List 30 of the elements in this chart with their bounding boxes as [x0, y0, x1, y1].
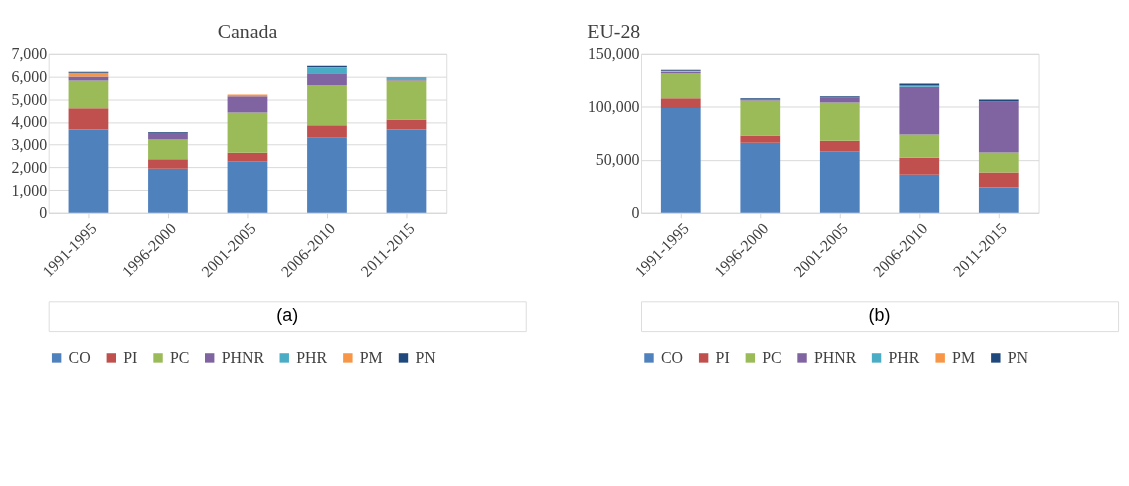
legend-label: PN [1007, 348, 1029, 366]
text: (a) [276, 305, 299, 326]
y-tick-label: 0 [631, 204, 640, 222]
chart-title: EU-28 [587, 19, 641, 42]
y-tick-label: 0 [39, 204, 48, 222]
y-tick-label: 100,000 [587, 98, 640, 116]
y-tick-label: 150,000 [587, 45, 640, 63]
legend-label: PI [123, 348, 138, 366]
y-tick-label: 5,000 [11, 90, 48, 108]
legend-label: PC [762, 348, 782, 366]
y-tick-label: 50,000 [595, 151, 640, 169]
y-tick-label: 6,000 [11, 68, 48, 85]
text: (b) [868, 305, 891, 326]
legend-label: PHNR [221, 348, 265, 366]
legend-label: PHR [296, 348, 328, 366]
legend-label: CO [68, 348, 91, 366]
y-tick-label: 1,000 [11, 181, 48, 199]
y-tick-label: 7,000 [11, 45, 48, 63]
legend-label: PHR [888, 348, 920, 366]
legend-label: CO [660, 348, 683, 366]
legend-label: PM [359, 348, 383, 366]
legend-label: PHNR [813, 348, 857, 366]
legend-label: PM [952, 348, 976, 366]
y-tick-label: 2,000 [11, 158, 48, 176]
y-tick-label: 3,000 [11, 136, 48, 154]
legend-label: PC [169, 348, 190, 366]
y-tick-label: 4,000 [11, 113, 48, 131]
chart-title: Canada [217, 19, 278, 42]
legend-label: PN [415, 348, 437, 366]
legend-label: PI [715, 348, 730, 366]
